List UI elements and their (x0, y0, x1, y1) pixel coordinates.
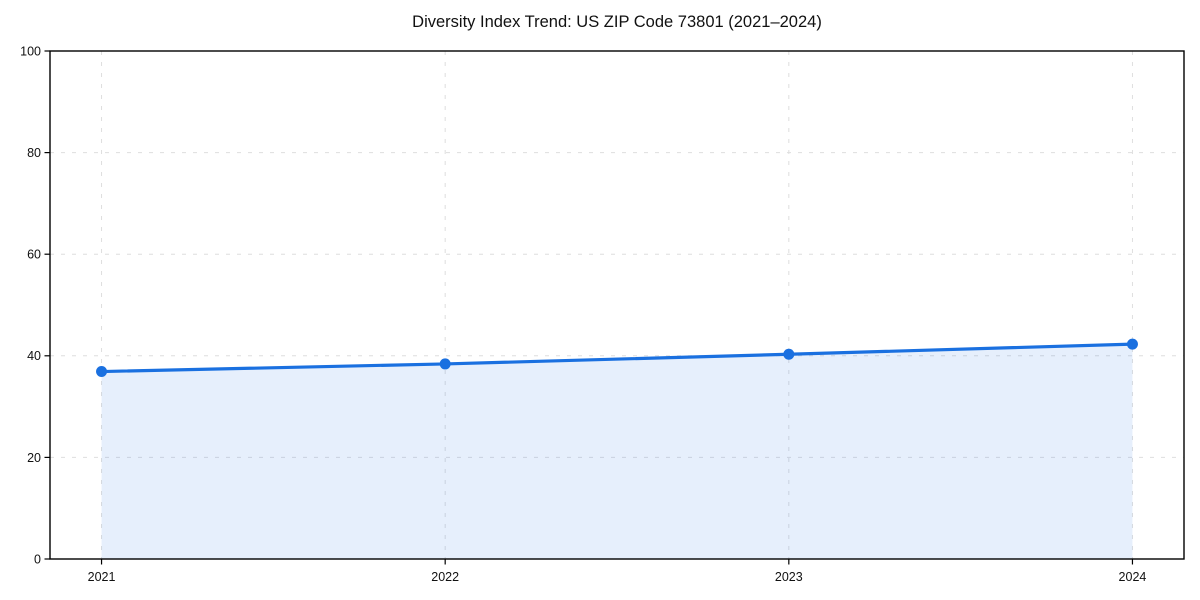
trend-line (99, 342, 1135, 374)
chart-title: Diversity Index Trend: US ZIP Code 73801… (412, 13, 822, 31)
y-tick-label: 60 (27, 248, 41, 262)
data-point-2022 (439, 358, 451, 370)
x-tick-label: 2021 (88, 570, 116, 584)
x-tick-label: 2022 (431, 570, 459, 584)
y-tick-label: 80 (27, 146, 41, 160)
y-tick-label: 100 (20, 44, 41, 58)
x-tick-label: 2023 (775, 570, 803, 584)
data-point-2021 (96, 366, 108, 378)
plot-border (49, 50, 1185, 560)
x-tick-label: 2024 (1119, 570, 1147, 584)
data-point-2024 (1126, 338, 1138, 350)
y-tick-label: 20 (27, 451, 41, 465)
area-fill (101, 344, 1133, 559)
data-point-2023 (783, 348, 795, 360)
y-tick-label: 0 (34, 552, 41, 566)
y-tick-label: 40 (27, 349, 41, 363)
